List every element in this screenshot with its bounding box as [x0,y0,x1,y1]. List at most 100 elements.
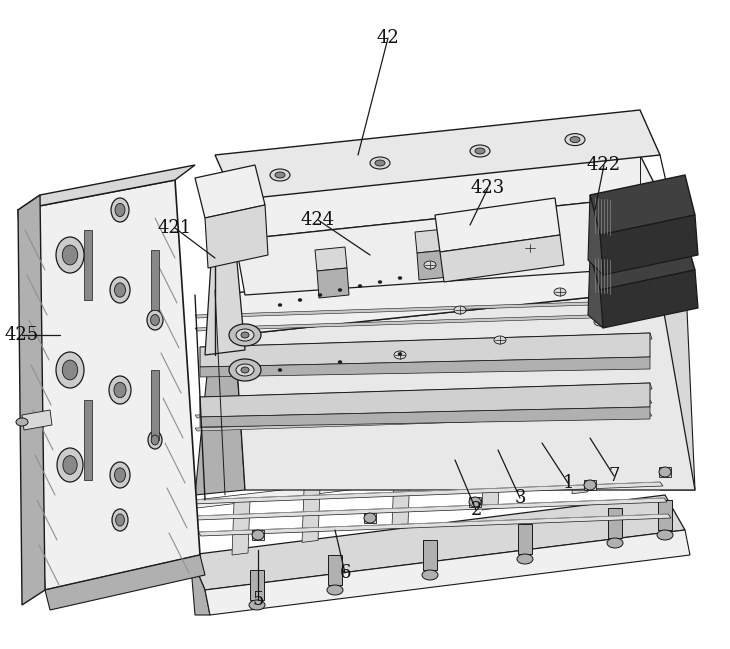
Polygon shape [482,455,500,510]
Polygon shape [315,247,347,271]
Text: 2: 2 [470,501,482,519]
Ellipse shape [110,277,130,303]
Ellipse shape [659,467,671,477]
Polygon shape [195,300,652,318]
Polygon shape [392,471,410,526]
Ellipse shape [358,284,362,288]
Polygon shape [317,268,349,298]
Polygon shape [84,230,92,300]
Polygon shape [190,495,685,590]
Ellipse shape [151,435,159,445]
Ellipse shape [278,369,282,371]
Ellipse shape [370,157,390,169]
Ellipse shape [327,585,343,595]
Polygon shape [200,357,650,377]
Ellipse shape [229,324,261,346]
Ellipse shape [63,456,77,474]
Ellipse shape [454,306,466,314]
Polygon shape [600,215,698,275]
Polygon shape [205,205,268,268]
Ellipse shape [110,462,130,488]
Ellipse shape [115,283,126,297]
Polygon shape [196,429,674,492]
Polygon shape [151,250,159,310]
Polygon shape [200,383,650,417]
Ellipse shape [62,360,77,380]
Polygon shape [252,530,264,540]
Ellipse shape [524,244,536,252]
Ellipse shape [114,382,126,398]
Ellipse shape [115,468,126,482]
Ellipse shape [270,169,290,181]
Polygon shape [588,255,603,328]
Polygon shape [200,407,650,427]
Polygon shape [205,200,245,355]
Ellipse shape [570,136,580,143]
Polygon shape [190,482,663,504]
Ellipse shape [111,198,129,222]
Ellipse shape [112,509,128,531]
Text: 421: 421 [158,219,192,237]
Polygon shape [151,370,159,440]
Polygon shape [84,400,92,480]
Ellipse shape [16,418,28,426]
Ellipse shape [318,293,322,297]
Ellipse shape [236,329,254,341]
Text: 423: 423 [471,179,505,197]
Ellipse shape [424,261,436,269]
Polygon shape [608,508,622,538]
Polygon shape [590,235,695,290]
Polygon shape [190,555,210,615]
Polygon shape [417,250,449,280]
Ellipse shape [554,288,566,296]
Text: 6: 6 [339,564,350,582]
Ellipse shape [62,245,77,265]
Ellipse shape [56,352,84,388]
Polygon shape [572,439,590,494]
Ellipse shape [565,134,585,145]
Polygon shape [18,195,45,605]
Ellipse shape [584,480,596,490]
Ellipse shape [378,280,382,284]
Ellipse shape [278,304,282,306]
Ellipse shape [469,497,481,507]
Ellipse shape [56,237,84,273]
Ellipse shape [470,145,490,157]
Polygon shape [640,250,695,490]
Polygon shape [22,410,52,430]
Polygon shape [469,497,481,507]
Polygon shape [659,467,671,477]
Ellipse shape [150,315,159,326]
Polygon shape [415,229,447,253]
Ellipse shape [252,530,264,540]
Polygon shape [215,155,660,240]
Ellipse shape [57,448,83,482]
Ellipse shape [398,352,402,356]
Polygon shape [518,524,532,554]
Polygon shape [588,195,603,275]
Polygon shape [200,333,650,367]
Ellipse shape [494,336,506,344]
Polygon shape [423,540,437,570]
Ellipse shape [109,376,131,404]
Ellipse shape [229,359,261,381]
Polygon shape [235,195,685,295]
Polygon shape [200,383,652,403]
Polygon shape [584,480,596,490]
Ellipse shape [394,351,406,359]
Ellipse shape [115,203,125,217]
Polygon shape [195,413,652,431]
Ellipse shape [517,554,533,564]
Ellipse shape [422,570,438,580]
Text: 1: 1 [562,474,574,492]
Polygon shape [440,235,564,282]
Polygon shape [195,165,265,218]
Polygon shape [232,500,250,555]
Polygon shape [45,555,205,610]
Polygon shape [18,165,195,210]
Text: 425: 425 [5,326,39,344]
Text: 422: 422 [587,156,621,174]
Polygon shape [195,313,652,331]
Polygon shape [235,290,695,490]
Polygon shape [198,514,671,536]
